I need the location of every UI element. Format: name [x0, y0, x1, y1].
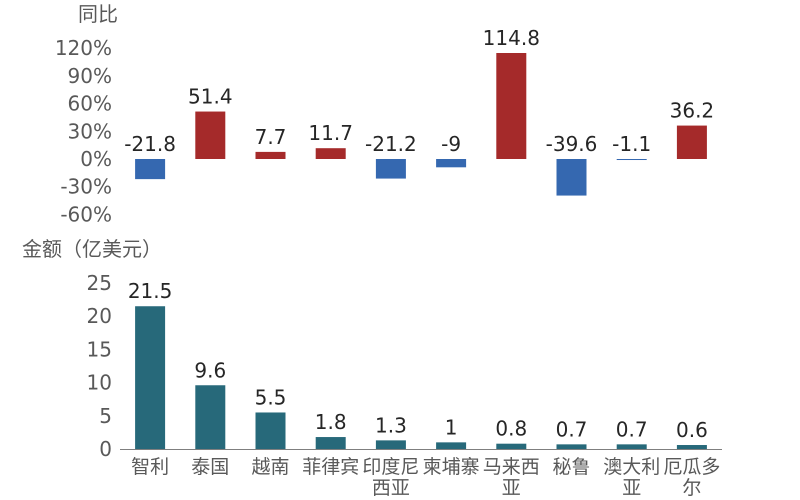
category-label: 澳大利	[603, 456, 660, 478]
amount-value-label: 21.5	[128, 279, 173, 303]
yoy-bar	[616, 159, 647, 161]
amount-value-label: 0.8	[495, 417, 527, 441]
yoy-bars	[135, 53, 707, 196]
amount-axis-title: 金额（亿美元）	[22, 237, 162, 261]
yoy-y-tick-label: -60%	[60, 202, 112, 226]
yoy-bar	[496, 53, 527, 159]
yoy-bar	[556, 159, 587, 196]
category-label: 菲律宾	[302, 456, 359, 478]
amount-bar	[135, 306, 166, 449]
yoy-y-tick-label: 60%	[68, 92, 112, 116]
yoy-y-tick-label: 0%	[80, 147, 112, 171]
yoy-value-label: -39.6	[546, 132, 598, 156]
yoy-bar	[676, 125, 707, 159]
amount-value-label: 0.6	[676, 418, 708, 442]
yoy-y-tick-label: 30%	[68, 119, 112, 143]
category-label: 亚	[502, 477, 521, 499]
yoy-value-label: -9	[441, 132, 461, 156]
yoy-bar	[315, 148, 346, 159]
amount-bar	[436, 442, 467, 449]
yoy-value-label: -1.1	[612, 132, 651, 156]
amount-value-labels: 21.5 9.6 5.5 1.8 1.3 1 0.8 0.7 0.7 0.6	[128, 279, 708, 442]
category-label: 尔	[682, 477, 701, 499]
category-label: 智利	[131, 456, 169, 478]
category-label: 秘鲁	[552, 456, 590, 478]
category-label: 亚	[622, 477, 641, 499]
amount-y-tick-label: 5	[99, 404, 112, 428]
yoy-value-label: -21.2	[365, 132, 417, 156]
amount-bar	[556, 444, 587, 449]
yoy-y-tick-label: 90%	[68, 64, 112, 88]
yoy-value-label: 51.4	[188, 85, 233, 109]
yoy-value-label: 7.7	[255, 125, 287, 149]
yoy-axis-title: 同比	[78, 2, 118, 26]
category-label: 印度尼	[362, 456, 419, 478]
amount-value-label: 1	[445, 415, 458, 439]
amount-y-ticks: 0 5 10 15 20 25	[87, 271, 112, 461]
category-label: 西亚	[372, 477, 410, 499]
amount-y-tick-label: 15	[87, 337, 112, 361]
yoy-bar	[195, 111, 226, 159]
category-label: 马来西	[483, 456, 540, 478]
amount-bar	[616, 444, 647, 449]
yoy-y-tick-label: -30%	[60, 175, 112, 199]
yoy-value-label: -21.8	[124, 132, 176, 156]
yoy-bar	[375, 159, 406, 179]
yoy-value-label: 114.8	[483, 26, 540, 50]
amount-bars	[135, 306, 707, 449]
yoy-bar	[436, 159, 467, 168]
amount-bar	[315, 437, 346, 449]
amount-y-tick-label: 10	[87, 371, 112, 395]
amount-bar	[255, 412, 286, 449]
yoy-bar	[255, 151, 286, 159]
amount-value-label: 0.7	[556, 417, 588, 441]
amount-bar	[676, 445, 707, 449]
amount-value-label: 5.5	[255, 385, 287, 409]
yoy-y-tick-label: 120%	[55, 36, 112, 60]
amount-bar	[496, 443, 527, 449]
amount-y-tick-label: 20	[87, 304, 112, 328]
amount-y-tick-label: 0	[99, 437, 112, 461]
amount-bar	[195, 385, 226, 449]
yoy-value-labels: -21.8 51.4 7.7 11.7 -21.2 -9 114.8 -39.6 -1.1 36.…	[124, 26, 714, 156]
category-label: 柬埔寨	[423, 456, 480, 478]
category-label: 厄瓜多	[663, 456, 720, 478]
amount-value-label: 0.7	[616, 417, 648, 441]
amount-y-tick-label: 25	[87, 271, 112, 295]
yoy-value-label: 36.2	[670, 99, 715, 123]
amount-value-label: 1.3	[375, 413, 407, 437]
yoy-y-ticks: -60% -30% 0% 30% 60% 90% 120%	[55, 36, 112, 226]
category-label: 泰国	[191, 456, 229, 478]
amount-value-label: 1.8	[315, 410, 347, 434]
amount-value-label: 9.6	[194, 358, 226, 382]
yoy-bar	[135, 159, 166, 180]
amount-bar	[375, 440, 406, 449]
yoy-value-label: 11.7	[308, 121, 353, 145]
category-label: 越南	[251, 456, 289, 478]
